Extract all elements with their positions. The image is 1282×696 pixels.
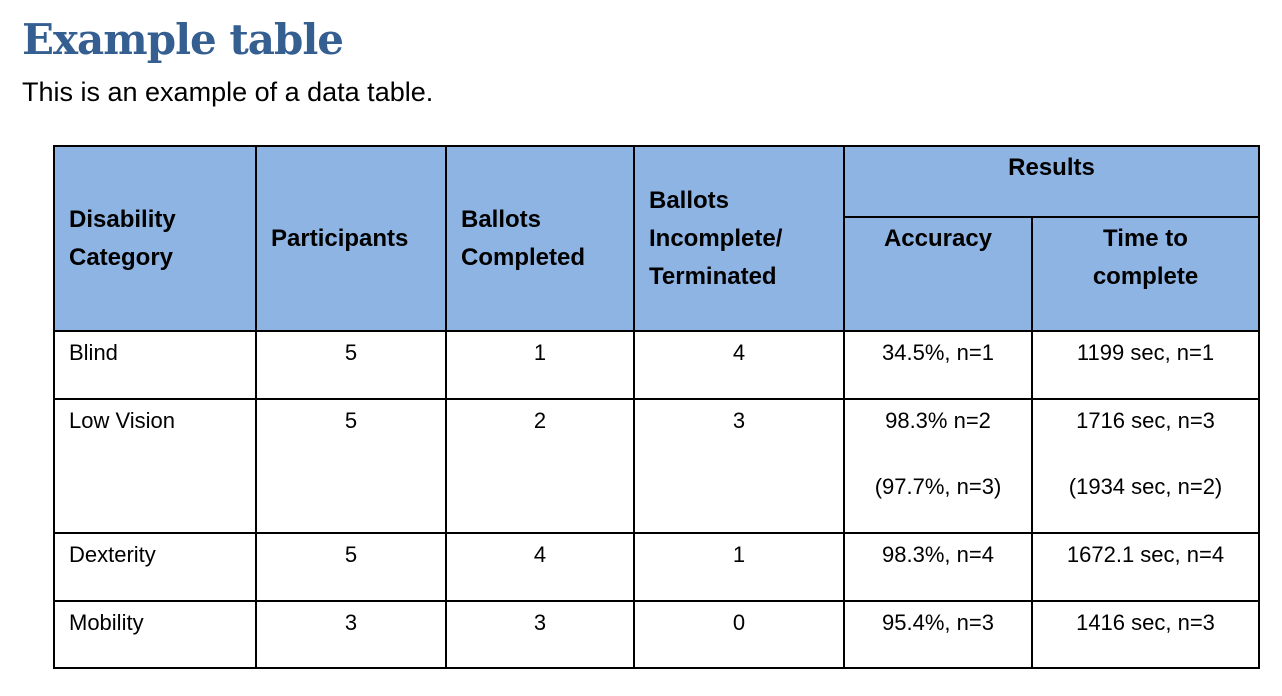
category-value: Dexterity <box>69 542 156 567</box>
header-completed: Ballots Completed <box>445 145 635 332</box>
completed-value: 3 <box>533 610 547 635</box>
time-alt-value: (1934 sec, n=2) <box>1068 474 1223 499</box>
category-value: Mobility <box>69 610 144 635</box>
incomplete-value: 3 <box>732 408 746 433</box>
accuracy-alt-value: (97.7%, n=3) <box>874 474 1002 499</box>
cell-time: 1199 sec, n=1 <box>1030 330 1261 400</box>
cell-category: Blind <box>53 330 257 400</box>
accuracy-value: 98.3%, n=4 <box>882 542 994 567</box>
incomplete-value: 1 <box>732 542 746 567</box>
time-value: 1199 sec, n=1 <box>1076 340 1215 365</box>
time-value: 1716 sec, n=3 <box>1076 408 1215 433</box>
completed-value: 2 <box>533 408 547 433</box>
page-subtitle: This is an example of a data table. <box>22 77 434 107</box>
accuracy-value: 98.3% n=2 <box>885 408 991 433</box>
accuracy-value: 95.4%, n=3 <box>882 610 994 635</box>
header-category: Disability Category <box>53 145 257 332</box>
cell-incomplete: 4 <box>633 330 845 400</box>
cell-participants: 5 <box>255 330 447 400</box>
participants-value: 5 <box>344 542 358 567</box>
table-row: Blind 5 1 4 34.5%, n=1 1199 sec, n=1 <box>53 330 1261 400</box>
cell-completed: 3 <box>445 600 635 669</box>
header-time: Time to complete <box>1030 216 1261 332</box>
cell-accuracy: 98.3%, n=4 <box>843 532 1033 602</box>
cell-accuracy: 34.5%, n=1 <box>843 330 1033 400</box>
cell-category: Mobility <box>53 600 257 669</box>
completed-value: 4 <box>533 542 547 567</box>
participants-value: 3 <box>344 610 358 635</box>
cell-incomplete: 3 <box>633 398 845 534</box>
header-accuracy: Accuracy <box>843 216 1033 332</box>
cell-time: 1716 sec, n=3 (1934 sec, n=2) <box>1030 398 1261 534</box>
incomplete-value: 0 <box>732 610 746 635</box>
cell-participants: 5 <box>255 398 447 534</box>
cell-time: 1416 sec, n=3 <box>1030 600 1261 669</box>
participants-value: 5 <box>344 340 358 365</box>
cell-accuracy: 98.3% n=2 (97.7%, n=3) <box>843 398 1033 534</box>
cell-completed: 1 <box>445 330 635 400</box>
cell-incomplete: 1 <box>633 532 845 602</box>
table-row: Mobility 3 3 0 95.4%, n=3 1416 sec, n=3 <box>53 600 1261 669</box>
incomplete-value: 4 <box>732 340 746 365</box>
header-results: Results <box>842 145 1261 218</box>
participants-value: 5 <box>344 408 358 433</box>
accuracy-value: 34.5%, n=1 <box>882 340 994 365</box>
category-value: Low Vision <box>69 408 175 433</box>
category-value: Blind <box>69 340 118 365</box>
cell-accuracy: 95.4%, n=3 <box>843 600 1033 669</box>
header-participants: Participants <box>255 145 447 332</box>
cell-participants: 3 <box>255 600 447 669</box>
data-table: Disability Category Participants Ballots… <box>53 145 1261 669</box>
cell-participants: 5 <box>255 532 447 602</box>
page-title: Example table <box>22 15 344 64</box>
header-incomplete: Ballots Incomplete/ Terminated <box>633 145 845 332</box>
cell-category: Low Vision <box>53 398 257 534</box>
cell-incomplete: 0 <box>633 600 845 669</box>
cell-completed: 2 <box>445 398 635 534</box>
table-row: Dexterity 5 4 1 98.3%, n=4 1672.1 sec, n=4 <box>53 532 1261 602</box>
cell-category: Dexterity <box>53 532 257 602</box>
completed-value: 1 <box>533 340 547 365</box>
cell-time: 1672.1 sec, n=4 <box>1030 532 1261 602</box>
time-value: 1416 sec, n=3 <box>1076 610 1215 635</box>
table-row: Low Vision 5 2 3 98.3% n=2 (97.7%, n=3) 1716 s… <box>53 398 1261 534</box>
cell-completed: 4 <box>445 532 635 602</box>
time-value: 1672.1 sec, n=4 <box>1066 542 1225 567</box>
